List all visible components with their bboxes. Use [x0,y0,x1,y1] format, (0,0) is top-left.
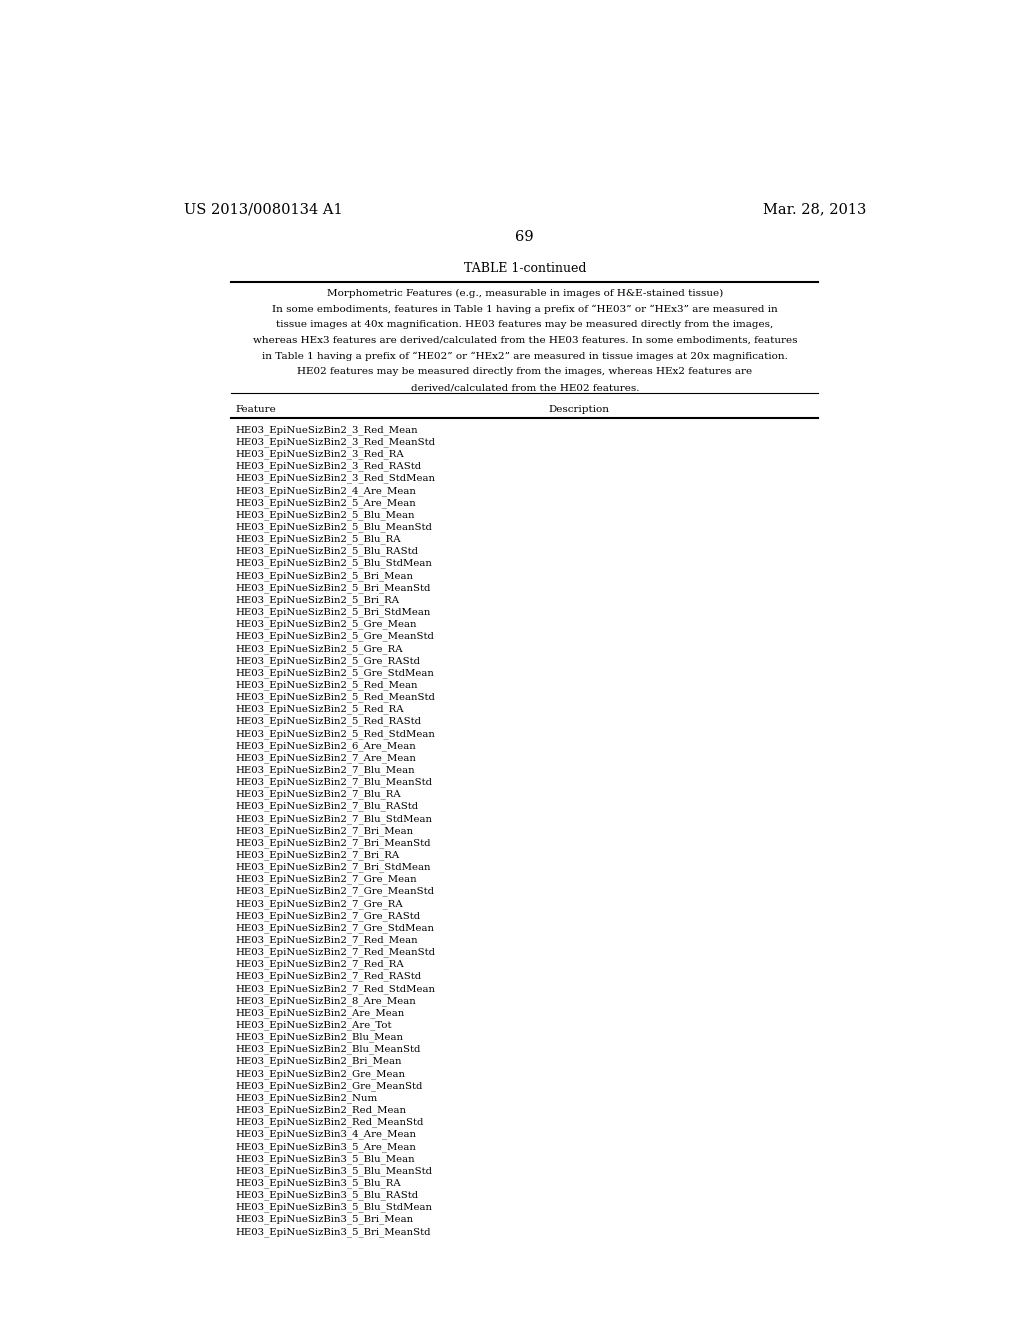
Text: HE03_EpiNueSizBin2_Gre_MeanStd: HE03_EpiNueSizBin2_Gre_MeanStd [236,1081,423,1090]
Text: HE03_EpiNueSizBin2_7_Gre_MeanStd: HE03_EpiNueSizBin2_7_Gre_MeanStd [236,887,434,896]
Text: HE03_EpiNueSizBin2_7_Blu_Mean: HE03_EpiNueSizBin2_7_Blu_Mean [236,766,415,775]
Text: HE03_EpiNueSizBin2_5_Red_StdMean: HE03_EpiNueSizBin2_5_Red_StdMean [236,729,435,739]
Text: HE03_EpiNueSizBin2_Blu_Mean: HE03_EpiNueSizBin2_Blu_Mean [236,1032,403,1043]
Text: US 2013/0080134 A1: US 2013/0080134 A1 [183,202,342,216]
Text: HE03_EpiNueSizBin2_5_Gre_MeanStd: HE03_EpiNueSizBin2_5_Gre_MeanStd [236,632,434,642]
Text: HE03_EpiNueSizBin2_5_Bri_MeanStd: HE03_EpiNueSizBin2_5_Bri_MeanStd [236,583,430,593]
Text: HE03_EpiNueSizBin3_5_Blu_RAStd: HE03_EpiNueSizBin3_5_Blu_RAStd [236,1191,418,1200]
Text: Morphometric Features (e.g., measurable in images of H&E-stained tissue): Morphometric Features (e.g., measurable … [327,289,723,297]
Text: HE02 features may be measured directly from the images, whereas HEx2 features ar: HE02 features may be measured directly f… [297,367,753,376]
Text: HE03_EpiNueSizBin3_5_Blu_MeanStd: HE03_EpiNueSizBin3_5_Blu_MeanStd [236,1166,432,1176]
Text: HE03_EpiNueSizBin2_Red_MeanStd: HE03_EpiNueSizBin2_Red_MeanStd [236,1118,424,1127]
Text: HE03_EpiNueSizBin2_7_Bri_MeanStd: HE03_EpiNueSizBin2_7_Bri_MeanStd [236,838,431,847]
Text: HE03_EpiNueSizBin2_Blu_MeanStd: HE03_EpiNueSizBin2_Blu_MeanStd [236,1044,421,1055]
Text: HE03_EpiNueSizBin2_3_Red_RAStd: HE03_EpiNueSizBin2_3_Red_RAStd [236,462,421,471]
Text: HE03_EpiNueSizBin2_5_Gre_RA: HE03_EpiNueSizBin2_5_Gre_RA [236,644,402,653]
Text: HE03_EpiNueSizBin2_5_Are_Mean: HE03_EpiNueSizBin2_5_Are_Mean [236,498,416,508]
Text: HE03_EpiNueSizBin2_5_Bri_RA: HE03_EpiNueSizBin2_5_Bri_RA [236,595,399,605]
Text: HE03_EpiNueSizBin3_5_Bri_Mean: HE03_EpiNueSizBin3_5_Bri_Mean [236,1214,414,1225]
Text: HE03_EpiNueSizBin2_3_Red_Mean: HE03_EpiNueSizBin2_3_Red_Mean [236,425,418,434]
Text: HE03_EpiNueSizBin2_Bri_Mean: HE03_EpiNueSizBin2_Bri_Mean [236,1057,401,1067]
Text: HE03_EpiNueSizBin2_7_Gre_StdMean: HE03_EpiNueSizBin2_7_Gre_StdMean [236,923,434,933]
Text: HE03_EpiNueSizBin2_7_Bri_RA: HE03_EpiNueSizBin2_7_Bri_RA [236,850,399,861]
Text: HE03_EpiNueSizBin2_Red_Mean: HE03_EpiNueSizBin2_Red_Mean [236,1105,407,1115]
Text: HE03_EpiNueSizBin2_5_Bri_Mean: HE03_EpiNueSizBin2_5_Bri_Mean [236,572,413,581]
Text: HE03_EpiNueSizBin2_5_Red_RAStd: HE03_EpiNueSizBin2_5_Red_RAStd [236,717,421,726]
Text: 69: 69 [515,230,535,244]
Text: derived/calculated from the HE02 features.: derived/calculated from the HE02 feature… [411,383,639,392]
Text: HE03_EpiNueSizBin2_7_Gre_RA: HE03_EpiNueSizBin2_7_Gre_RA [236,899,402,908]
Text: HE03_EpiNueSizBin2_5_Red_RA: HE03_EpiNueSizBin2_5_Red_RA [236,705,403,714]
Text: HE03_EpiNueSizBin2_7_Blu_StdMean: HE03_EpiNueSizBin2_7_Blu_StdMean [236,814,432,824]
Text: HE03_EpiNueSizBin2_7_Blu_RA: HE03_EpiNueSizBin2_7_Blu_RA [236,789,400,800]
Text: HE03_EpiNueSizBin2_3_Red_MeanStd: HE03_EpiNueSizBin2_3_Red_MeanStd [236,437,435,447]
Text: HE03_EpiNueSizBin2_5_Blu_RAStd: HE03_EpiNueSizBin2_5_Blu_RAStd [236,546,418,556]
Text: Feature: Feature [236,405,275,414]
Text: HE03_EpiNueSizBin3_4_Are_Mean: HE03_EpiNueSizBin3_4_Are_Mean [236,1130,416,1139]
Text: HE03_EpiNueSizBin2_7_Red_RA: HE03_EpiNueSizBin2_7_Red_RA [236,960,403,969]
Text: HE03_EpiNueSizBin2_5_Blu_RA: HE03_EpiNueSizBin2_5_Blu_RA [236,535,400,544]
Text: HE03_EpiNueSizBin2_3_Red_RA: HE03_EpiNueSizBin2_3_Red_RA [236,450,403,459]
Text: HE03_EpiNueSizBin2_5_Gre_RAStd: HE03_EpiNueSizBin2_5_Gre_RAStd [236,656,420,665]
Text: HE03_EpiNueSizBin3_5_Blu_RA: HE03_EpiNueSizBin3_5_Blu_RA [236,1179,400,1188]
Text: HE03_EpiNueSizBin2_5_Blu_Mean: HE03_EpiNueSizBin2_5_Blu_Mean [236,511,415,520]
Text: whereas HEx3 features are derived/calculated from the HE03 features. In some emb: whereas HEx3 features are derived/calcul… [253,335,797,345]
Text: HE03_EpiNueSizBin2_7_Bri_StdMean: HE03_EpiNueSizBin2_7_Bri_StdMean [236,862,431,873]
Text: HE03_EpiNueSizBin2_7_Gre_RAStd: HE03_EpiNueSizBin2_7_Gre_RAStd [236,911,420,921]
Text: HE03_EpiNueSizBin2_5_Red_MeanStd: HE03_EpiNueSizBin2_5_Red_MeanStd [236,693,435,702]
Text: HE03_EpiNueSizBin2_5_Red_Mean: HE03_EpiNueSizBin2_5_Red_Mean [236,680,418,690]
Text: HE03_EpiNueSizBin2_5_Blu_StdMean: HE03_EpiNueSizBin2_5_Blu_StdMean [236,558,432,569]
Text: HE03_EpiNueSizBin2_5_Bri_StdMean: HE03_EpiNueSizBin2_5_Bri_StdMean [236,607,430,616]
Text: HE03_EpiNueSizBin2_7_Red_StdMean: HE03_EpiNueSizBin2_7_Red_StdMean [236,983,435,994]
Text: Description: Description [549,405,609,414]
Text: HE03_EpiNueSizBin2_6_Are_Mean: HE03_EpiNueSizBin2_6_Are_Mean [236,741,416,751]
Text: HE03_EpiNueSizBin2_3_Red_StdMean: HE03_EpiNueSizBin2_3_Red_StdMean [236,474,435,483]
Text: tissue images at 40x magnification. HE03 features may be measured directly from : tissue images at 40x magnification. HE03… [276,319,773,329]
Text: In some embodiments, features in Table 1 having a prefix of “HE03” or “HEx3” are: In some embodiments, features in Table 1… [272,304,777,314]
Text: HE03_EpiNueSizBin2_7_Red_RAStd: HE03_EpiNueSizBin2_7_Red_RAStd [236,972,421,982]
Text: HE03_EpiNueSizBin3_5_Blu_StdMean: HE03_EpiNueSizBin3_5_Blu_StdMean [236,1203,432,1212]
Text: TABLE 1-continued: TABLE 1-continued [464,263,586,275]
Text: HE03_EpiNueSizBin2_7_Red_MeanStd: HE03_EpiNueSizBin2_7_Red_MeanStd [236,948,435,957]
Text: HE03_EpiNueSizBin2_5_Gre_StdMean: HE03_EpiNueSizBin2_5_Gre_StdMean [236,668,434,677]
Text: HE03_EpiNueSizBin3_5_Blu_Mean: HE03_EpiNueSizBin3_5_Blu_Mean [236,1154,415,1164]
Text: HE03_EpiNueSizBin2_7_Blu_MeanStd: HE03_EpiNueSizBin2_7_Blu_MeanStd [236,777,432,787]
Text: HE03_EpiNueSizBin3_5_Are_Mean: HE03_EpiNueSizBin3_5_Are_Mean [236,1142,416,1151]
Text: in Table 1 having a prefix of “HE02” or “HEx2” are measured in tissue images at : in Table 1 having a prefix of “HE02” or … [262,351,787,360]
Text: HE03_EpiNueSizBin3_5_Bri_MeanStd: HE03_EpiNueSizBin3_5_Bri_MeanStd [236,1226,431,1237]
Text: HE03_EpiNueSizBin2_5_Blu_MeanStd: HE03_EpiNueSizBin2_5_Blu_MeanStd [236,523,432,532]
Text: HE03_EpiNueSizBin2_5_Gre_Mean: HE03_EpiNueSizBin2_5_Gre_Mean [236,619,417,630]
Text: HE03_EpiNueSizBin2_Are_Tot: HE03_EpiNueSizBin2_Are_Tot [236,1020,391,1030]
Text: HE03_EpiNueSizBin2_Num: HE03_EpiNueSizBin2_Num [236,1093,378,1104]
Text: HE03_EpiNueSizBin2_7_Gre_Mean: HE03_EpiNueSizBin2_7_Gre_Mean [236,875,417,884]
Text: HE03_EpiNueSizBin2_8_Are_Mean: HE03_EpiNueSizBin2_8_Are_Mean [236,997,416,1006]
Text: HE03_EpiNueSizBin2_Gre_Mean: HE03_EpiNueSizBin2_Gre_Mean [236,1069,406,1078]
Text: HE03_EpiNueSizBin2_7_Red_Mean: HE03_EpiNueSizBin2_7_Red_Mean [236,936,418,945]
Text: Mar. 28, 2013: Mar. 28, 2013 [763,202,866,216]
Text: HE03_EpiNueSizBin2_Are_Mean: HE03_EpiNueSizBin2_Are_Mean [236,1008,404,1018]
Text: HE03_EpiNueSizBin2_7_Blu_RAStd: HE03_EpiNueSizBin2_7_Blu_RAStd [236,801,418,812]
Text: HE03_EpiNueSizBin2_7_Bri_Mean: HE03_EpiNueSizBin2_7_Bri_Mean [236,826,414,836]
Text: HE03_EpiNueSizBin2_7_Are_Mean: HE03_EpiNueSizBin2_7_Are_Mean [236,754,416,763]
Text: HE03_EpiNueSizBin2_4_Are_Mean: HE03_EpiNueSizBin2_4_Are_Mean [236,486,416,495]
